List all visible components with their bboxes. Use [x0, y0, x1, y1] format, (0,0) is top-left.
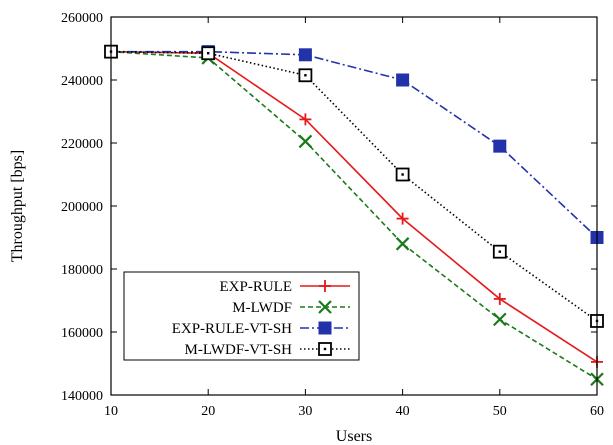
y-tick-label: 260000: [61, 11, 103, 26]
data-point: [493, 312, 507, 327]
y-tick-label: 220000: [61, 137, 103, 152]
y-tick-label: 240000: [61, 74, 103, 89]
legend: EXP-RULE M-LWDF EXP-RULE-VT-SH M-LWDF-VT-SH: [123, 271, 360, 361]
legend-entry: EXP-RULE-VT-SH: [172, 321, 350, 337]
x-tick-label: 50: [493, 404, 507, 419]
legend-label: EXP-RULE-VT-SH: [172, 321, 292, 337]
data-point: [298, 68, 313, 83]
y-axis-label: Throughput [bps]: [9, 150, 26, 262]
data-point: [298, 48, 312, 62]
legend-label: EXP-RULE: [220, 279, 293, 295]
legend-label: M-LWDF: [232, 300, 292, 316]
legend-entry: M-LWDF-VT-SH: [185, 342, 350, 358]
data-point: [493, 292, 506, 305]
y-tick-label: 180000: [61, 263, 103, 278]
x-tick-label: 10: [104, 404, 118, 419]
y-tick-label: 200000: [61, 200, 103, 215]
x-tick-label: 40: [396, 404, 410, 419]
data-point: [396, 73, 410, 87]
data-point: [395, 167, 410, 182]
plot-frame: [110, 16, 598, 396]
series-line: [110, 50, 598, 322]
x-tick-label: 60: [590, 404, 604, 419]
data-point: [298, 134, 313, 149]
legend-entry: M-LWDF: [232, 300, 350, 316]
data-point: [493, 139, 507, 153]
data-point: [299, 113, 312, 126]
data-point: [201, 46, 216, 61]
data-point: [396, 212, 409, 225]
series-exp-rule-vt-sh: [104, 45, 604, 244]
legend-entry: EXP-RULE: [220, 279, 350, 295]
y-tick-label: 140000: [61, 389, 103, 404]
y-tick-label: 160000: [61, 326, 103, 341]
data-point: [319, 280, 331, 292]
x-tick-label: 30: [298, 404, 312, 419]
data-point: [318, 300, 332, 314]
legend-label: M-LWDF-VT-SH: [185, 342, 293, 358]
series-line: [111, 50, 598, 239]
data-point: [395, 237, 410, 251]
x-tick-label: 20: [201, 404, 215, 419]
x-axis-label: Users: [336, 428, 372, 445]
data-point: [492, 244, 507, 259]
data-point: [318, 342, 332, 356]
series-line: [110, 50, 598, 380]
data-point: [318, 321, 332, 335]
